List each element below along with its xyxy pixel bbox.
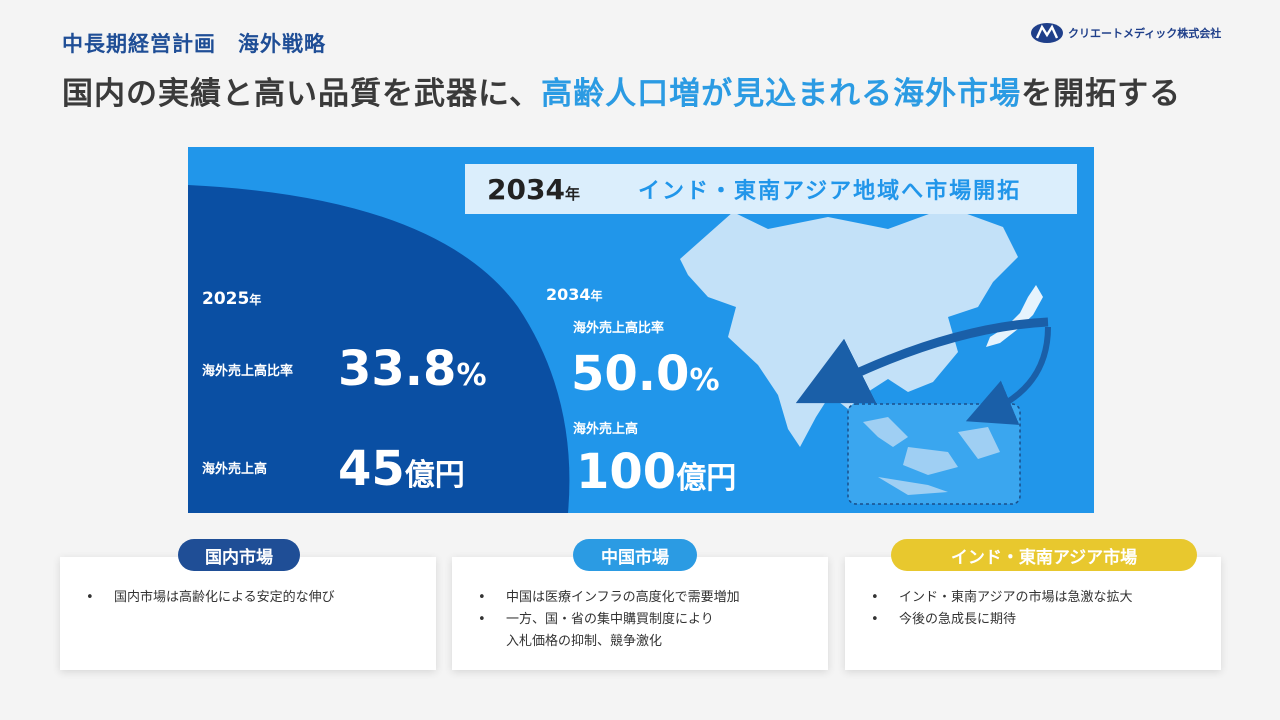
page-subtitle: 中長期経営計画 海外戦略: [62, 32, 326, 56]
arrow-to-southeast-asia: [965, 326, 1051, 425]
china-market-title: 中国市場: [573, 539, 697, 571]
headline-highlight: 高齢人口増が見込まれる海外市場: [541, 76, 1022, 112]
target-sales-label: 海外売上高: [573, 422, 639, 437]
page-headline: 国内の実績と高い品質を武器に、高齢人口増が見込まれる海外市場を開拓する: [62, 68, 1181, 113]
list-item: 今後の急成長に期待: [871, 609, 1221, 631]
arrow-to-india: [795, 317, 1049, 404]
target-ratio-label: 海外売上高比率: [573, 321, 665, 336]
current-ratio-label: 海外売上高比率: [202, 364, 294, 379]
domestic-market-title: 国内市場: [178, 539, 300, 571]
japan-map-shape: [986, 285, 1043, 347]
list-item: インド・東南アジアの市場は急激な拡大: [871, 587, 1221, 609]
current-ratio-value: 33.8%: [338, 341, 487, 397]
target-sales-value: 100億円: [576, 444, 737, 500]
target-ratio-value: 50.0%: [571, 346, 720, 402]
list-item-continued: 入札価格の抑制、競争激化: [506, 634, 663, 649]
strategy-hero-panel: 2034年 インド・東南アジア地域へ市場開拓 2025年 海外売上高比率 33.…: [188, 147, 1094, 513]
southeast-asia-islands: [863, 417, 1000, 495]
list-item: 国内市場は高齢化による安定的な伸び: [86, 587, 436, 609]
logo-mark-icon: [1031, 23, 1063, 43]
current-sales-value: 45億円: [338, 441, 465, 497]
banner-year: 2034年: [487, 172, 580, 206]
domestic-market-card: 国内市場は高齢化による安定的な伸び: [60, 557, 436, 670]
china-market-bullets: 中国は医療インフラの高度化で需要増加 一方、国・省の集中購買制度により 入札価格…: [452, 557, 828, 653]
headline-suffix: を開拓する: [1021, 76, 1182, 112]
current-region-shape: [188, 185, 570, 513]
banner-title: 2034年 インド・東南アジア地域へ市場開拓: [465, 164, 1077, 214]
list-item: 一方、国・省の集中購買制度により: [478, 609, 828, 631]
current-year: 2025年: [202, 289, 262, 309]
list-item: 中国は医療インフラの高度化で需要増加: [478, 587, 828, 609]
logo-text: クリエートメディック株式会社: [1068, 27, 1222, 40]
banner-text: インド・東南アジア地域へ市場開拓: [637, 179, 1022, 204]
india-sea-market-title: インド・東南アジア市場: [891, 539, 1197, 571]
asia-map-shape: [680, 207, 1018, 447]
headline-prefix: 国内の実績と高い品質を武器に、: [62, 76, 542, 112]
china-market-card: 中国は医療インフラの高度化で需要増加 一方、国・省の集中購買制度により 入札価格…: [452, 557, 828, 670]
india-sea-market-card: インド・東南アジアの市場は急激な拡大 今後の急成長に期待: [845, 557, 1221, 670]
domestic-market-bullets: 国内市場は高齢化による安定的な伸び: [60, 557, 436, 609]
india-sea-market-bullets: インド・東南アジアの市場は急激な拡大 今後の急成長に期待: [845, 557, 1221, 631]
target-year: 2034年: [546, 285, 603, 304]
hero-graphics: [188, 185, 1051, 513]
company-logo: クリエートメディック株式会社: [1030, 22, 1221, 44]
current-sales-label: 海外売上高: [202, 462, 268, 477]
